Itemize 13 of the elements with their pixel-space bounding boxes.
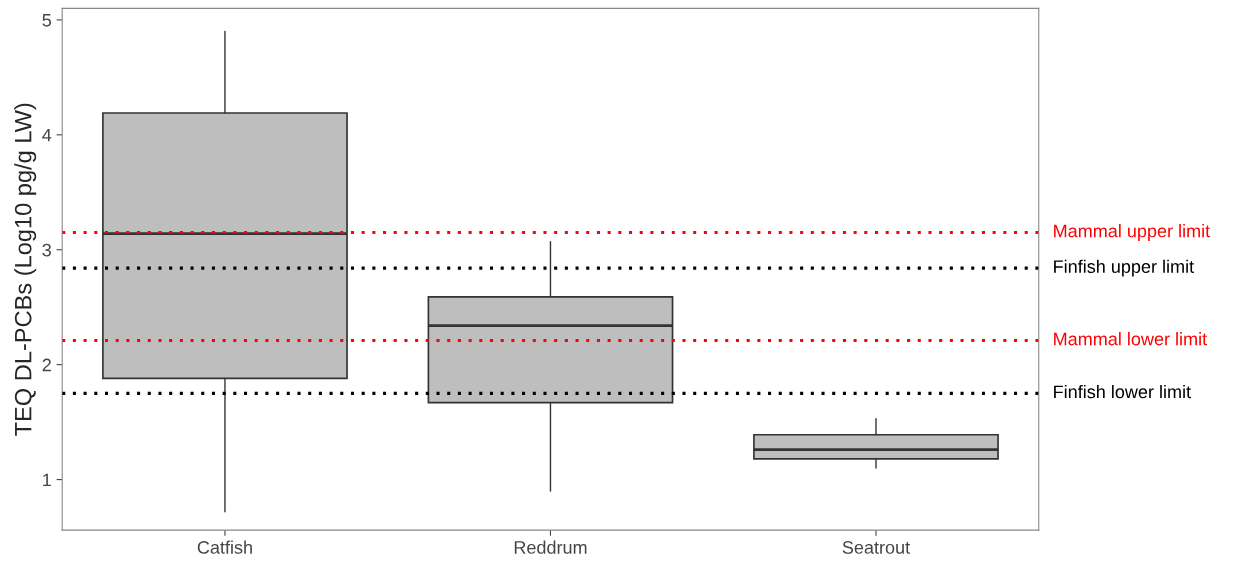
x-tick-label: Reddrum	[514, 540, 587, 554]
y-axis-title: TEQ DL-PCBs (Log10 pg/g LW)	[14, 103, 37, 436]
ref-line-label: Finfish upper limit	[1054, 259, 1194, 277]
x-tick-label: Catfish	[197, 540, 252, 554]
ref-line-label: Mammal lower limit	[1054, 332, 1207, 346]
ref-line-label: Finfish lower limit	[1054, 384, 1191, 399]
y-tick-label: 3	[42, 243, 51, 257]
y-tick-label: 5	[42, 14, 52, 27]
y-tick-label: 2	[42, 358, 51, 372]
y-tick-label: 1	[43, 473, 51, 487]
x-tick-label: Seatrout	[842, 541, 910, 554]
y-tick-label: 4	[42, 128, 52, 142]
ref-line-label: Mammal upper limit	[1054, 224, 1211, 241]
